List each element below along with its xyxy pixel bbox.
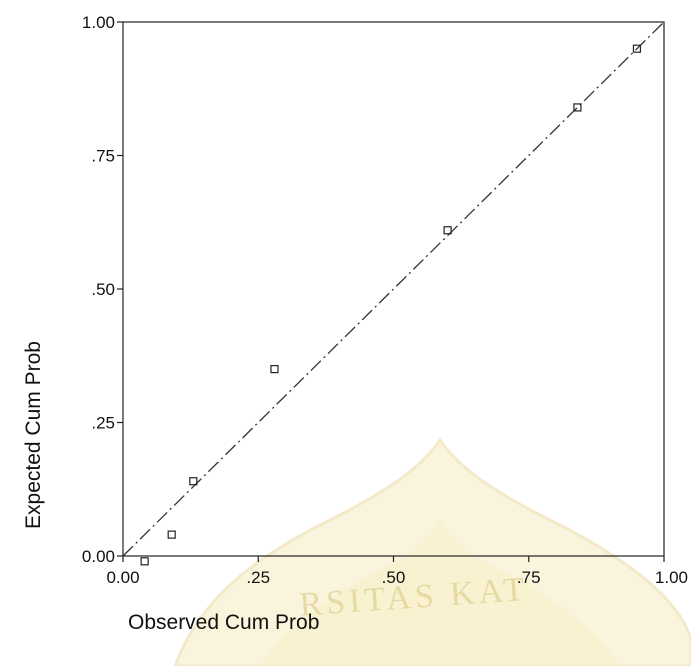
x-axis-ticks: 0.00 .25 .50 .75 1.00 [106,556,688,587]
data-point [140,557,149,566]
data-point [632,44,642,53]
data-point [443,226,452,235]
y-tick-label: 1.00 [82,13,115,32]
y-axis-ticks: 0.00 .25 .50 .75 1.00 [82,13,123,566]
x-tick-label: 1.00 [655,568,688,587]
x-tick-label: .25 [246,568,270,587]
y-tick-label: .50 [91,280,115,299]
x-tick-label: .75 [517,568,541,587]
x-tick-label: 0.00 [106,568,139,587]
y-tick-label: .75 [91,147,115,166]
y-tick-label: 0.00 [82,547,115,566]
y-tick-label: .25 [91,414,115,433]
x-tick-label: .50 [382,568,406,587]
data-point [573,103,582,112]
reference-line [122,21,665,557]
data-point [189,477,198,486]
data-point [270,365,279,374]
y-axis-title: Expected Cum Prob [22,341,45,529]
watermark-logo: RSITAS KAT [173,437,691,666]
data-points [140,44,642,566]
data-point [167,530,176,539]
reference-line-group [122,21,665,557]
x-axis-title: Observed Cum Prob [128,611,319,634]
